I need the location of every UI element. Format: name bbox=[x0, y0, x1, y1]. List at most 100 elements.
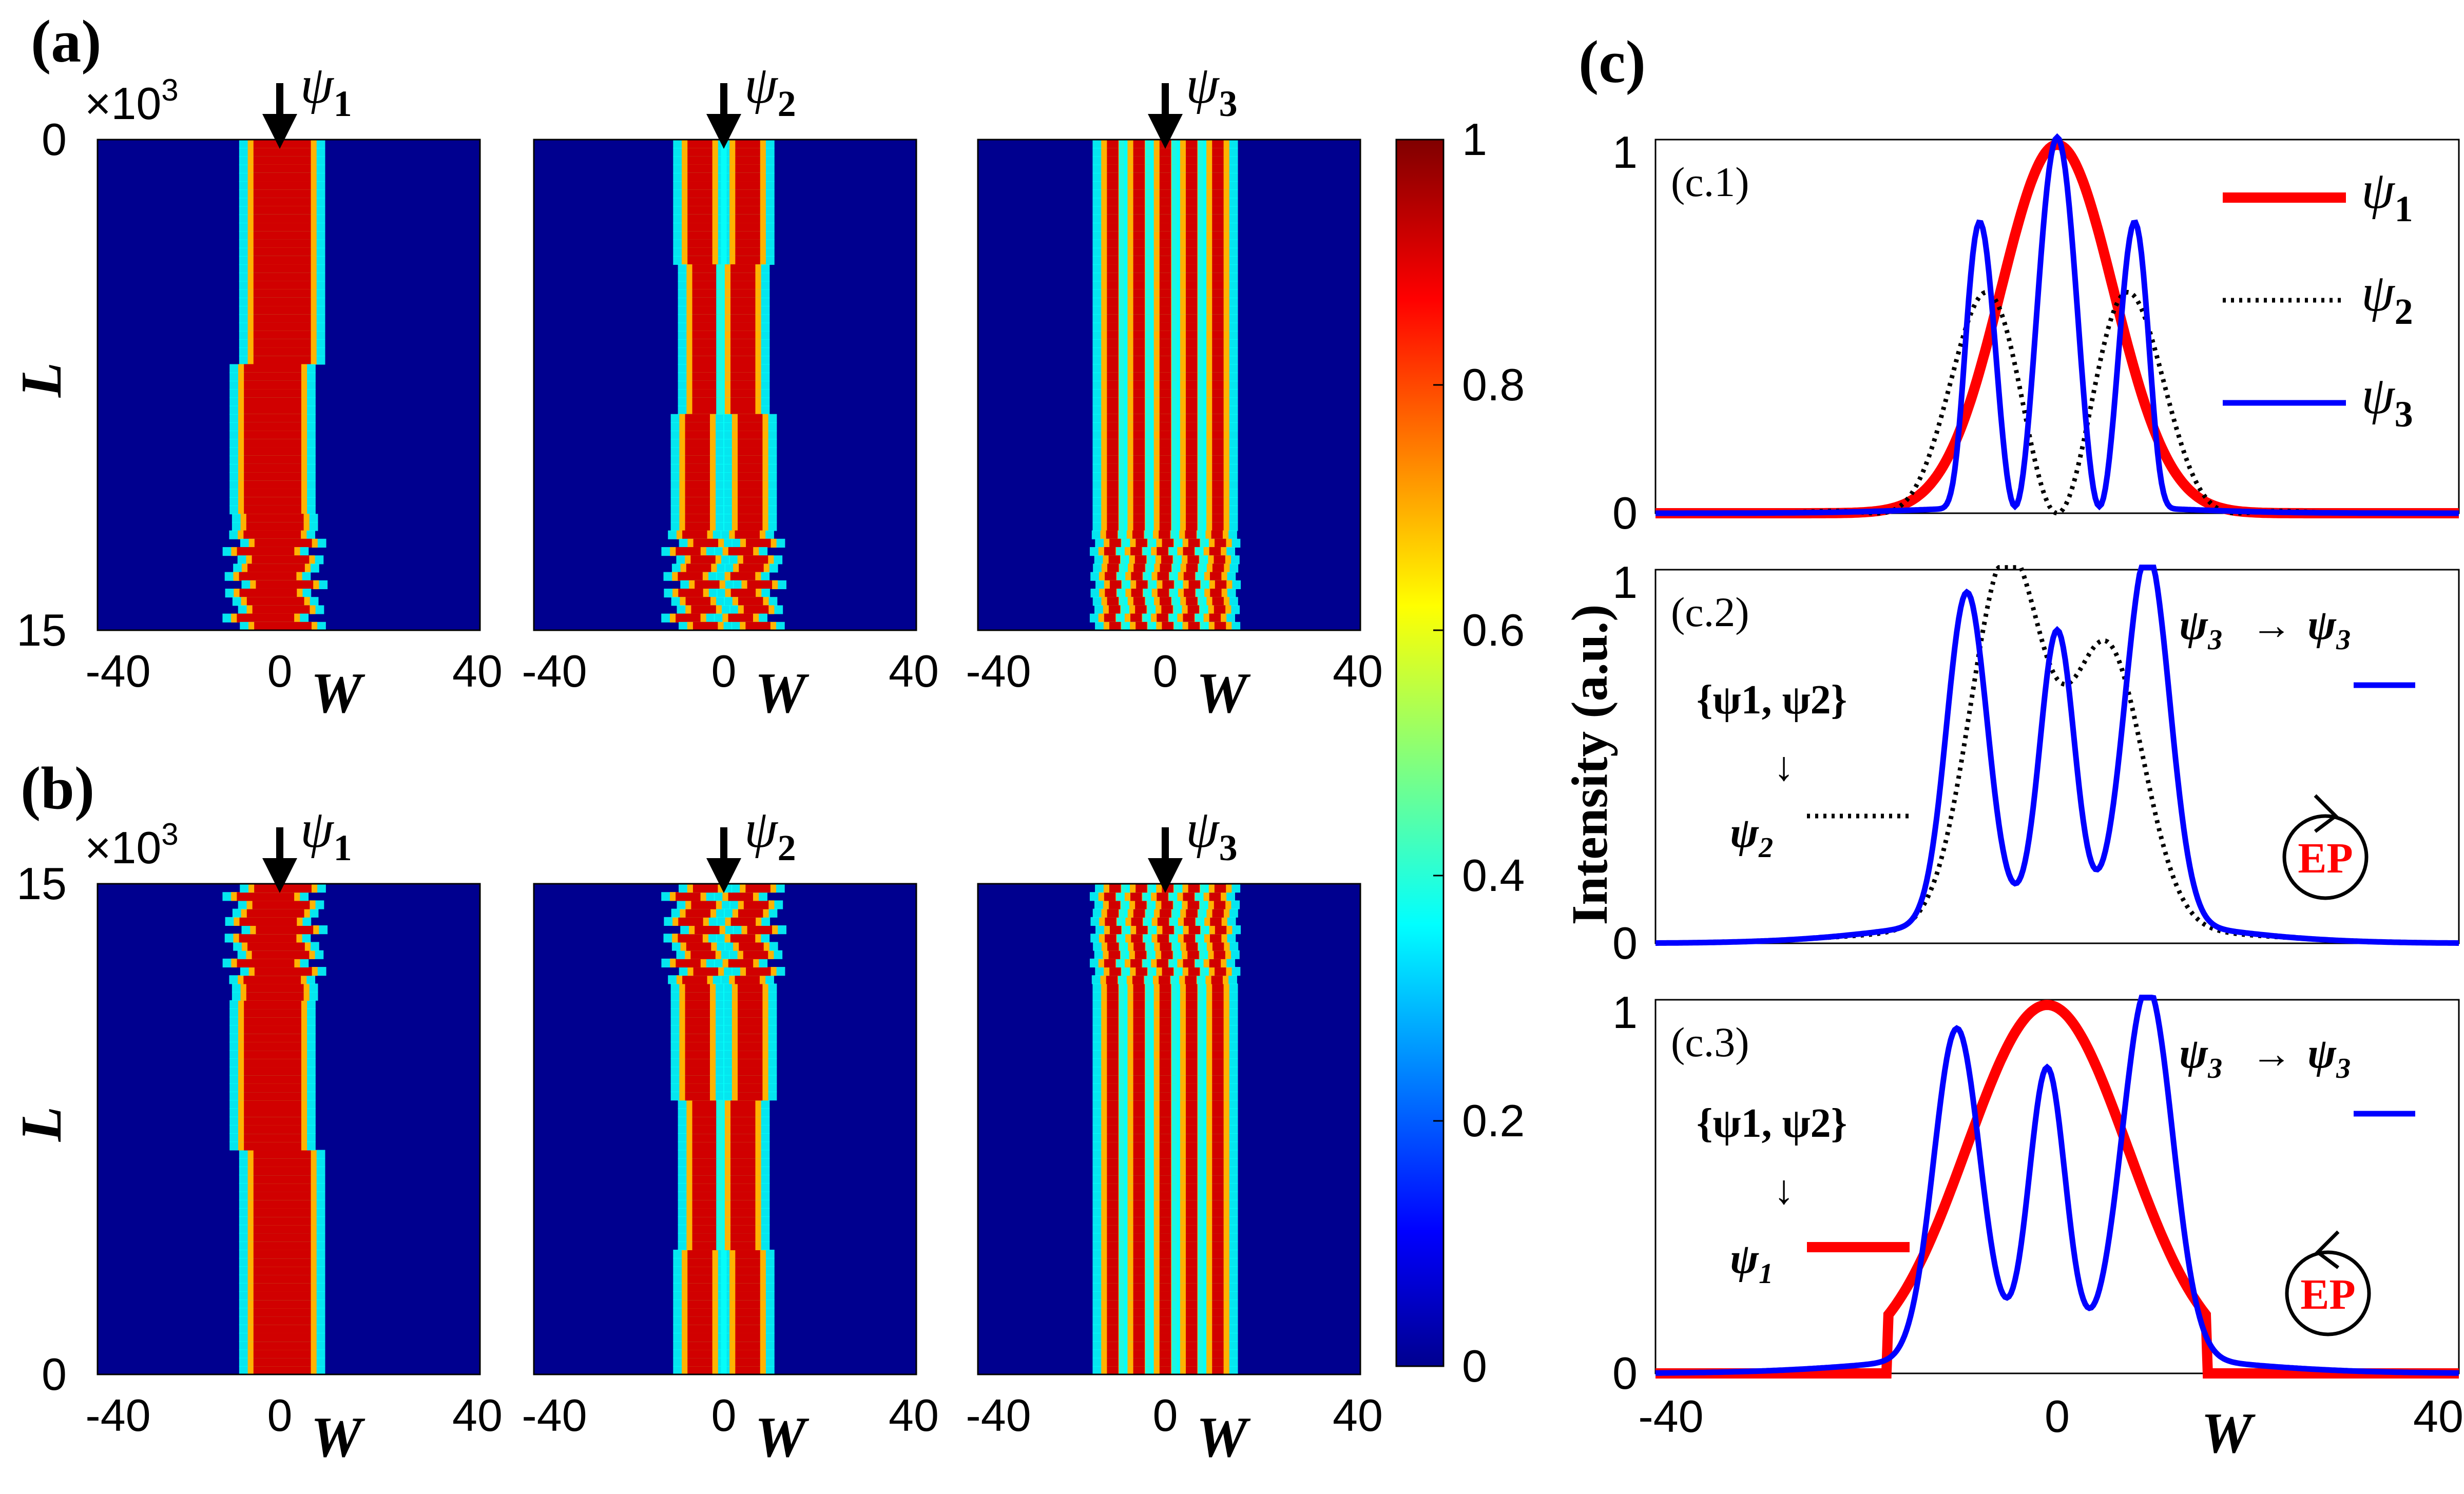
heatmap-core bbox=[685, 455, 710, 464]
input-arrow-head bbox=[262, 114, 297, 149]
heatmap-core bbox=[1186, 1000, 1198, 1010]
heatmap-core bbox=[685, 480, 710, 490]
heatmap-core bbox=[687, 1266, 713, 1275]
heatmap-core bbox=[1135, 622, 1147, 631]
colorbar: 1 0.8 0.6 0.4 0.2 0 bbox=[1395, 114, 1525, 1391]
heatmap-core bbox=[1107, 372, 1119, 381]
heatmap-core bbox=[1212, 1233, 1224, 1242]
heatmap-core bbox=[743, 555, 768, 565]
transition-to: ψ3 bbox=[2307, 601, 2351, 656]
heatmap-core bbox=[253, 1283, 311, 1292]
heatmap-core bbox=[244, 1033, 301, 1042]
heatmap-core bbox=[1215, 925, 1227, 935]
heatmap-core bbox=[678, 917, 703, 926]
heatmap-core bbox=[1133, 983, 1145, 993]
heatmap-core bbox=[1210, 917, 1222, 926]
heatmap-core bbox=[1107, 140, 1119, 149]
heatmap-core bbox=[1133, 1283, 1145, 1292]
heatmap-core bbox=[1159, 314, 1171, 323]
heatmap-core bbox=[1212, 1199, 1224, 1209]
heatmap-core bbox=[1186, 256, 1198, 265]
heatmap-core bbox=[253, 172, 311, 182]
heatmap-core bbox=[687, 1349, 713, 1359]
heatmap-core bbox=[692, 314, 717, 323]
heatmap-core bbox=[1212, 364, 1224, 373]
heatmap-core bbox=[1105, 934, 1116, 943]
heatmap-core bbox=[253, 281, 311, 290]
heatmap-core bbox=[1107, 314, 1119, 323]
heatmap-core bbox=[1107, 181, 1119, 190]
x-tick: -40 bbox=[966, 646, 1031, 696]
line-plot-frame bbox=[1654, 999, 2460, 1374]
heatmap-core bbox=[1133, 380, 1145, 390]
heatmap-core bbox=[1131, 588, 1143, 598]
heatmap-core bbox=[1159, 1233, 1171, 1242]
heatmap-core bbox=[1186, 1100, 1198, 1109]
heatmap-core bbox=[745, 622, 771, 631]
heatmap-core bbox=[1107, 1050, 1119, 1059]
heatmap-core bbox=[738, 1058, 763, 1068]
heatmap-core bbox=[253, 206, 311, 215]
heatmap-core bbox=[1187, 605, 1199, 614]
heatmap-core bbox=[687, 223, 713, 232]
heatmap-core bbox=[1109, 884, 1121, 893]
heatmap-core bbox=[1107, 983, 1119, 993]
heatmap-core bbox=[253, 1233, 311, 1242]
heatmap-core bbox=[690, 950, 716, 959]
heatmap-core bbox=[692, 281, 717, 290]
heatmap-core bbox=[1212, 181, 1224, 190]
heatmap-core bbox=[1212, 264, 1224, 274]
heatmap-core bbox=[746, 967, 771, 976]
heatmap-core bbox=[1212, 1332, 1224, 1342]
heatmap-core bbox=[1107, 364, 1119, 373]
heatmap-core bbox=[1133, 322, 1145, 332]
heatmap-core bbox=[730, 339, 756, 348]
heatmap-core bbox=[244, 364, 301, 373]
heatmap-core bbox=[1212, 164, 1224, 173]
heatmap-core bbox=[1186, 439, 1198, 448]
heatmap-core bbox=[676, 958, 701, 968]
heatmap-core bbox=[1107, 992, 1119, 1001]
heatmap-core bbox=[1159, 447, 1171, 456]
heatmap-core bbox=[1159, 505, 1171, 515]
heatmap-core bbox=[253, 306, 311, 315]
heatmap-core bbox=[728, 958, 754, 968]
heatmap-core bbox=[1212, 1100, 1224, 1109]
heatmap-core bbox=[730, 306, 756, 315]
heatmap-core bbox=[738, 472, 763, 481]
heatmap-core bbox=[1159, 1308, 1171, 1317]
heatmap-core bbox=[730, 1199, 756, 1209]
heatmap-core bbox=[692, 1241, 717, 1250]
heatmap-core bbox=[1135, 605, 1147, 614]
heatmap-core bbox=[1159, 1108, 1171, 1117]
heatmap-core bbox=[1107, 942, 1119, 951]
heatmap-core bbox=[1157, 572, 1169, 581]
result-psi2: ψ2 bbox=[1730, 809, 1773, 864]
heatmap-core bbox=[730, 1133, 756, 1142]
x-axis-label: W bbox=[311, 662, 365, 725]
heatmap-core bbox=[1161, 605, 1173, 614]
heatmap-core bbox=[735, 164, 760, 173]
heatmap-core bbox=[735, 223, 760, 232]
heatmap-core bbox=[253, 1208, 311, 1217]
heatmap-core bbox=[738, 1075, 763, 1084]
heatmap-core bbox=[1106, 975, 1118, 984]
subpanel-label: (c.2) bbox=[1671, 589, 1749, 635]
heatmap-core bbox=[692, 264, 717, 274]
heatmap-core bbox=[685, 414, 710, 423]
heatmap-core bbox=[1133, 1175, 1145, 1184]
heatmap-core bbox=[1107, 480, 1119, 490]
heatmap-core bbox=[1212, 983, 1224, 993]
x-tick: -40 bbox=[1638, 1391, 1703, 1442]
heatmap-core bbox=[1186, 597, 1198, 606]
heatmap-core bbox=[735, 975, 760, 984]
heatmap-core bbox=[1133, 364, 1145, 373]
heatmap-core bbox=[1131, 572, 1143, 581]
heatmap-core bbox=[730, 1241, 756, 1250]
heatmap-core bbox=[1133, 1116, 1145, 1126]
heatmap-core bbox=[1162, 622, 1173, 631]
heatmap-core bbox=[687, 198, 713, 207]
heatmap-core bbox=[1105, 917, 1116, 926]
x-tick: 0 bbox=[711, 1390, 737, 1441]
heatmap-core bbox=[244, 1041, 301, 1051]
